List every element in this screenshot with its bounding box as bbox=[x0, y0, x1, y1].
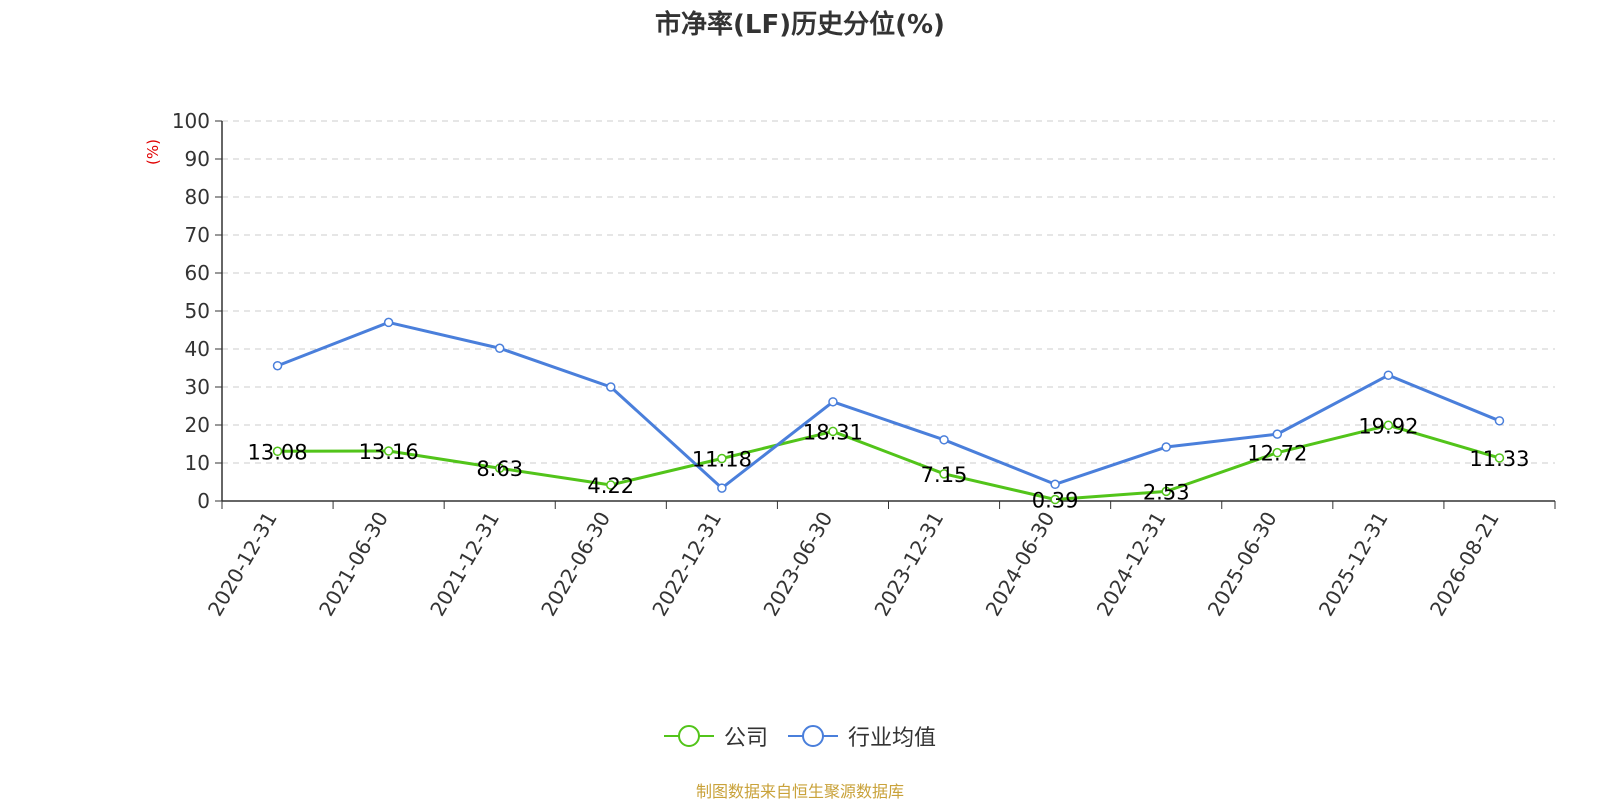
x-tick-label: 2025-06-30 bbox=[1203, 508, 1282, 621]
industry-average-data-point bbox=[717, 483, 727, 493]
y-tick-label: 40 bbox=[185, 337, 210, 361]
company-data-point bbox=[1272, 447, 1283, 458]
company-data-point bbox=[494, 463, 505, 473]
y-tick-label: 70 bbox=[185, 223, 210, 247]
legend-label-industry-average: 行业均值 bbox=[848, 726, 937, 751]
company-series-line bbox=[277, 423, 1500, 502]
industry-average-data-point bbox=[1272, 429, 1283, 439]
data-label: 13.08 bbox=[247, 440, 307, 464]
x-tick-label: 2024-12-31 bbox=[1092, 508, 1171, 621]
series-lines bbox=[272, 317, 1505, 505]
legend-item-company[interactable]: 公司 bbox=[663, 720, 768, 752]
chart-title: 市净率(LF)历史分位(%) bbox=[655, 10, 945, 40]
industry-average-data-point bbox=[494, 343, 505, 353]
data-label: 4.22 bbox=[587, 474, 634, 498]
company-data-point bbox=[1161, 486, 1171, 497]
x-tick-label: 2024-06-30 bbox=[981, 508, 1060, 621]
y-tick-label: 30 bbox=[185, 375, 210, 399]
industry-average-data-point bbox=[828, 397, 838, 407]
y-tick-label: 20 bbox=[185, 413, 210, 437]
y-tick-label: 80 bbox=[185, 185, 210, 209]
data-labels: 13.08 13.16 8.63 4.22 11.18 18.31 7.15 0.39 2.53… bbox=[247, 414, 1529, 512]
company-data-point bbox=[1383, 420, 1394, 431]
company-data-point bbox=[383, 446, 394, 456]
company-data-point bbox=[1050, 494, 1060, 505]
industry-average-data-point bbox=[1383, 370, 1394, 380]
y-tick-label: 90 bbox=[185, 147, 210, 171]
x-tick-label: 2021-06-30 bbox=[314, 508, 393, 621]
source-note: 制图数据来自恒生聚源数据库 bbox=[695, 782, 904, 801]
x-tick-label: 2022-06-30 bbox=[536, 508, 615, 621]
x-tick-label: 2023-06-30 bbox=[758, 508, 837, 621]
x-tick-label: 2023-12-31 bbox=[869, 508, 948, 621]
y-tick-label: 50 bbox=[185, 299, 210, 323]
industry-average-data-point bbox=[272, 360, 283, 371]
company-data-point bbox=[939, 469, 949, 479]
legend-item-industry-average[interactable]: 行业均值 bbox=[788, 720, 936, 752]
x-tick-label: 2022-12-31 bbox=[647, 508, 726, 621]
data-label: 7.15 bbox=[921, 463, 968, 487]
company-data-point bbox=[606, 480, 616, 490]
x-tick-label: 2025-12-31 bbox=[1314, 508, 1393, 621]
x-tick-label: 2020-12-31 bbox=[203, 508, 282, 621]
x-tick-label: 2021-12-31 bbox=[425, 508, 504, 621]
y-tick-label: 0 bbox=[197, 489, 210, 513]
y-tick-label: 60 bbox=[185, 261, 210, 285]
y-axis-unit-label: (%) bbox=[144, 139, 162, 165]
legend-marker-industry-icon bbox=[788, 725, 838, 747]
data-label: 8.63 bbox=[476, 457, 523, 481]
data-label: 12.72 bbox=[1247, 442, 1307, 466]
legend: 公司 行业均值 bbox=[0, 720, 1600, 752]
data-label: 2.53 bbox=[1143, 480, 1190, 504]
data-label: 18.31 bbox=[803, 420, 863, 444]
data-label: 11.33 bbox=[1469, 447, 1529, 471]
data-label: 11.18 bbox=[692, 448, 752, 472]
industry-average-series-line bbox=[276, 320, 1501, 490]
industry-average-data-point bbox=[1494, 416, 1505, 426]
legend-label-company: 公司 bbox=[723, 726, 768, 751]
data-label: 13.16 bbox=[359, 440, 419, 464]
y-tick-label: 10 bbox=[185, 451, 210, 475]
company-data-point bbox=[1494, 453, 1505, 463]
industry-average-data-point bbox=[606, 382, 616, 392]
company-data-point bbox=[828, 426, 838, 437]
axes: 0 10 20 30 40 50 60 70 80 90 100 2020-12-31 2021-06-… bbox=[172, 109, 1556, 621]
company-data-point bbox=[272, 446, 283, 457]
grid-lines bbox=[222, 120, 1555, 464]
data-label: 0.39 bbox=[1032, 489, 1079, 513]
legend-marker-company-icon bbox=[663, 725, 714, 747]
data-label: 19.92 bbox=[1358, 414, 1418, 438]
y-tick-label: 100 bbox=[172, 109, 210, 133]
industry-average-data-point bbox=[1050, 479, 1060, 490]
industry-average-data-point bbox=[939, 435, 949, 445]
x-tick-label: 2026-08-21 bbox=[1425, 508, 1504, 621]
company-data-point bbox=[717, 453, 727, 464]
industry-average-data-point bbox=[383, 317, 394, 328]
industry-average-data-point bbox=[1161, 442, 1171, 452]
